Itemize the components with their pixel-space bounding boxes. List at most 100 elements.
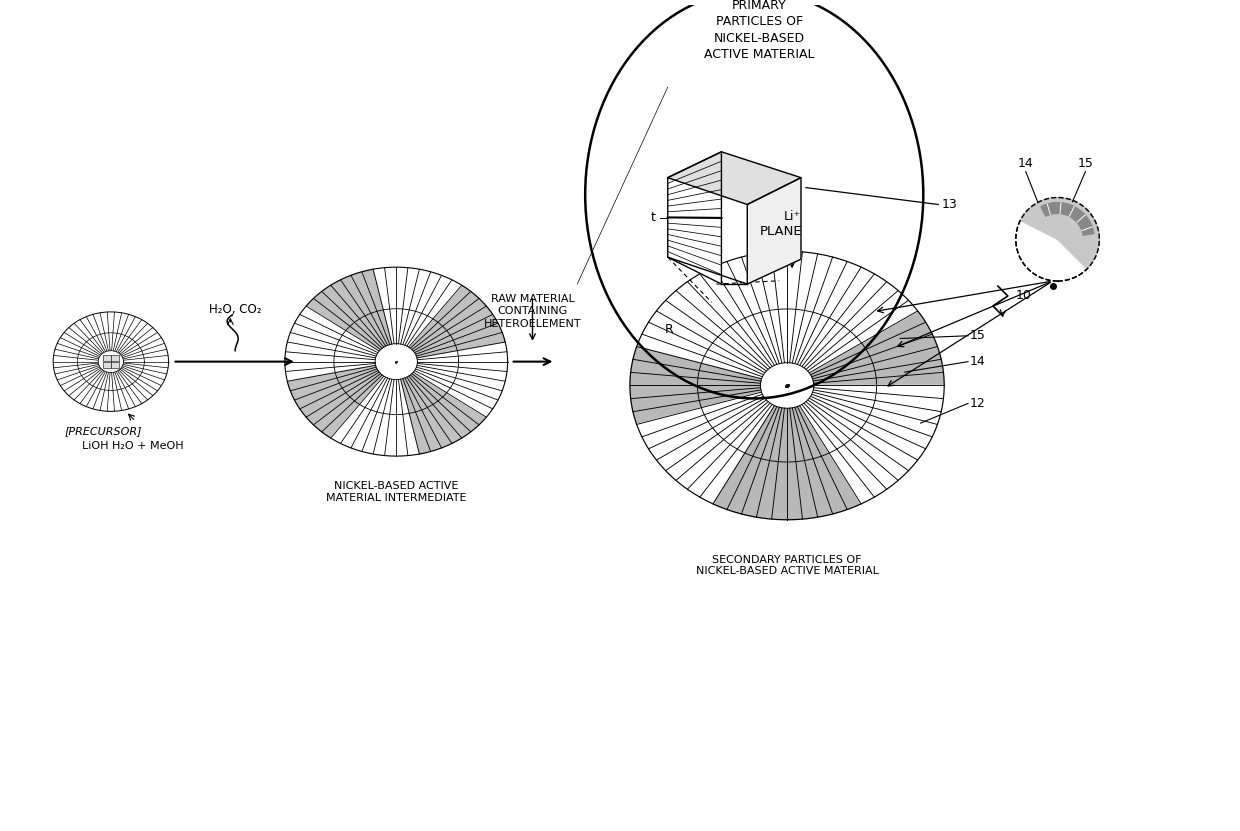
Polygon shape xyxy=(398,379,419,455)
Polygon shape xyxy=(124,361,169,368)
Polygon shape xyxy=(321,285,384,348)
Polygon shape xyxy=(113,372,129,411)
Polygon shape xyxy=(412,372,486,425)
Polygon shape xyxy=(771,408,787,519)
Polygon shape xyxy=(123,363,169,374)
Polygon shape xyxy=(792,253,833,364)
Polygon shape xyxy=(53,356,98,361)
Polygon shape xyxy=(100,372,110,411)
Polygon shape xyxy=(123,349,169,361)
Text: 14: 14 xyxy=(1018,157,1034,170)
Polygon shape xyxy=(53,349,98,361)
Polygon shape xyxy=(118,320,148,353)
Polygon shape xyxy=(787,251,802,363)
Polygon shape xyxy=(120,368,157,396)
Polygon shape xyxy=(802,274,887,368)
Polygon shape xyxy=(93,312,108,352)
Polygon shape xyxy=(790,252,817,363)
Bar xyxy=(103,362,110,368)
Polygon shape xyxy=(807,398,918,470)
Polygon shape xyxy=(74,320,104,353)
Polygon shape xyxy=(306,298,381,351)
Polygon shape xyxy=(123,364,166,380)
Polygon shape xyxy=(341,275,388,346)
Polygon shape xyxy=(285,361,376,371)
Polygon shape xyxy=(742,253,782,364)
Polygon shape xyxy=(288,332,376,358)
Polygon shape xyxy=(790,408,817,519)
Polygon shape xyxy=(404,377,451,448)
Polygon shape xyxy=(812,347,941,381)
Polygon shape xyxy=(306,372,381,425)
Bar xyxy=(110,362,119,368)
Text: 12: 12 xyxy=(970,397,986,410)
Polygon shape xyxy=(656,300,766,373)
Polygon shape xyxy=(676,282,770,369)
Polygon shape xyxy=(57,337,99,357)
Polygon shape xyxy=(290,323,377,356)
Polygon shape xyxy=(713,406,776,509)
FancyBboxPatch shape xyxy=(787,384,789,385)
Polygon shape xyxy=(802,403,887,497)
Polygon shape xyxy=(64,327,102,355)
Polygon shape xyxy=(667,152,722,284)
Polygon shape xyxy=(122,367,161,391)
Polygon shape xyxy=(285,352,376,361)
Polygon shape xyxy=(68,369,103,400)
Polygon shape xyxy=(403,272,441,345)
Polygon shape xyxy=(812,392,937,437)
Polygon shape xyxy=(797,406,861,509)
Polygon shape xyxy=(792,407,833,517)
Polygon shape xyxy=(113,312,129,352)
Polygon shape xyxy=(415,367,502,400)
Polygon shape xyxy=(410,292,479,350)
Polygon shape xyxy=(401,269,430,345)
Polygon shape xyxy=(418,361,507,371)
Text: 15: 15 xyxy=(970,329,986,342)
Polygon shape xyxy=(804,401,898,489)
Polygon shape xyxy=(771,251,787,363)
Polygon shape xyxy=(403,378,441,451)
Polygon shape xyxy=(122,332,161,356)
Polygon shape xyxy=(112,372,122,411)
Polygon shape xyxy=(407,376,461,444)
Polygon shape xyxy=(727,257,779,365)
Polygon shape xyxy=(414,369,498,409)
Polygon shape xyxy=(57,366,99,386)
Polygon shape xyxy=(401,379,430,454)
Polygon shape xyxy=(636,392,763,437)
Polygon shape xyxy=(398,268,419,344)
Polygon shape xyxy=(810,311,925,375)
Polygon shape xyxy=(811,322,932,376)
Polygon shape xyxy=(79,317,105,352)
Text: SECONDARY PARTICLES OF
NICKEL-BASED ACTIVE MATERIAL: SECONDARY PARTICLES OF NICKEL-BASED ACTI… xyxy=(696,554,878,576)
Polygon shape xyxy=(631,359,761,383)
Polygon shape xyxy=(115,314,135,352)
Polygon shape xyxy=(812,390,941,425)
Polygon shape xyxy=(55,343,99,359)
Polygon shape xyxy=(415,323,502,356)
Polygon shape xyxy=(68,323,103,354)
Polygon shape xyxy=(53,363,98,374)
Polygon shape xyxy=(636,334,763,379)
Text: [PRECURSOR]: [PRECURSOR] xyxy=(64,426,141,436)
Text: 10: 10 xyxy=(1016,289,1032,302)
Polygon shape xyxy=(314,292,382,350)
Polygon shape xyxy=(417,363,507,381)
Polygon shape xyxy=(417,342,507,360)
Polygon shape xyxy=(285,363,376,381)
Text: H₂O, CO₂: H₂O, CO₂ xyxy=(208,302,262,316)
Polygon shape xyxy=(632,347,761,381)
Polygon shape xyxy=(331,376,386,444)
Polygon shape xyxy=(413,306,492,352)
Polygon shape xyxy=(314,374,382,432)
Polygon shape xyxy=(812,334,937,379)
Polygon shape xyxy=(341,377,388,448)
Polygon shape xyxy=(649,311,765,375)
Polygon shape xyxy=(807,300,918,373)
Polygon shape xyxy=(813,372,944,386)
Polygon shape xyxy=(122,366,165,386)
Polygon shape xyxy=(118,370,148,404)
Polygon shape xyxy=(79,371,105,406)
Polygon shape xyxy=(630,386,760,399)
